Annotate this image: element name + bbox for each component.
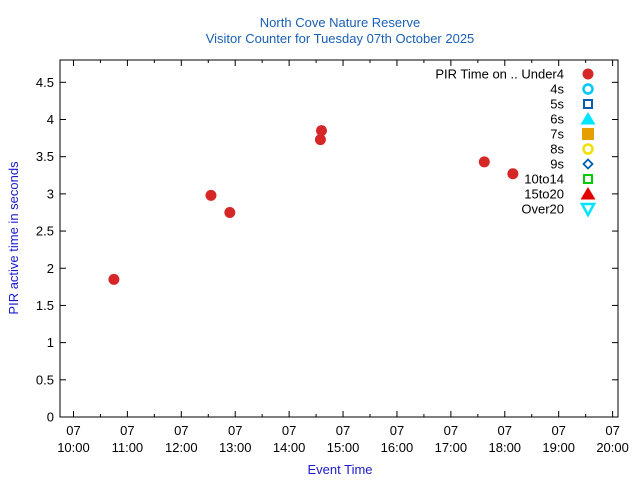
legend-marker: [583, 174, 593, 184]
data-point: [314, 134, 326, 146]
data-point: [315, 125, 327, 137]
y-tick-label: 0.5: [36, 372, 54, 387]
data-point: [507, 168, 519, 180]
x-tick-label-time: 19:00: [542, 440, 575, 455]
legend-marker: [582, 128, 594, 140]
legend-marker: [582, 68, 594, 80]
x-tick-label-day: 07: [120, 423, 134, 438]
points-layer: [108, 125, 519, 285]
y-axis-label: PIR active time in seconds: [6, 161, 21, 315]
y-tick-label: 4.5: [36, 75, 54, 90]
y-tick-label: 1: [47, 335, 54, 350]
legend-marker: [582, 143, 594, 155]
legend-marker: [582, 83, 594, 95]
ticks-layer: 0 0.5 1 1.5 2 2.5 3 3.5 4 4.5 07 10:00 07 11:00 07 12:0…: [36, 60, 629, 455]
y-tick-label: 2.5: [36, 224, 54, 239]
x-tick-label-day: 07: [336, 423, 350, 438]
legend-marker: [583, 99, 593, 109]
x-tick-label-day: 07: [66, 423, 80, 438]
x-tick-label-day: 07: [498, 423, 512, 438]
data-point: [108, 273, 120, 285]
legend-label: PIR Time on .. Under4: [435, 67, 564, 82]
y-tick-label: 4: [47, 112, 54, 127]
y-tick-label: 1.5: [36, 298, 54, 313]
legend-marker: [582, 158, 594, 170]
x-tick-label-day: 07: [551, 423, 565, 438]
legend-marker: [580, 187, 596, 200]
x-tick-label-time: 13:00: [219, 440, 252, 455]
data-point: [224, 206, 236, 218]
legend-label: Over20: [521, 202, 564, 217]
legend-label: 5s: [550, 97, 564, 112]
x-tick-label-day: 07: [228, 423, 242, 438]
data-point: [478, 156, 490, 168]
legend-label: 4s: [550, 82, 564, 97]
x-tick-label-time: 16:00: [381, 440, 414, 455]
x-axis-label: Event Time: [307, 462, 372, 477]
data-point: [205, 189, 217, 201]
y-tick-label: 3.5: [36, 149, 54, 164]
legend-label: 10to14: [524, 172, 564, 187]
x-tick-label-time: 15:00: [327, 440, 360, 455]
legend-marker: [580, 112, 596, 125]
x-tick-label-time: 12:00: [165, 440, 198, 455]
legend-label: 7s: [550, 127, 564, 142]
x-tick-label-day: 07: [390, 423, 404, 438]
x-tick-label-day: 07: [444, 423, 458, 438]
y-tick-label: 0: [47, 410, 54, 425]
chart-title: North Cove Nature Reserve: [260, 15, 420, 30]
legend-label: 9s: [550, 157, 564, 172]
legend: PIR Time on .. Under44s5s6s7s8s9s10to141…: [435, 67, 597, 218]
plot-frame: [59, 59, 619, 418]
legend-label: 6s: [550, 112, 564, 127]
x-tick-label-time: 11:00: [112, 440, 144, 455]
x-tick-label-time: 18:00: [489, 440, 522, 455]
legend-label: 15to20: [524, 187, 564, 202]
x-tick-label-time: 20:00: [596, 440, 629, 455]
x-tick-label-time: 14:00: [273, 440, 306, 455]
y-tick-label: 3: [47, 186, 54, 201]
x-tick-label-day: 07: [605, 423, 619, 438]
x-tick-label-day: 07: [282, 423, 296, 438]
x-tick-label-time: 17:00: [435, 440, 468, 455]
x-tick-label-day: 07: [174, 423, 188, 438]
y-tick-label: 2: [47, 261, 54, 276]
legend-label: 8s: [550, 142, 564, 157]
x-tick-label-time: 10:00: [57, 440, 90, 455]
chart-subtitle: Visitor Counter for Tuesday 07th October…: [206, 31, 475, 46]
legend-marker: [579, 202, 597, 218]
